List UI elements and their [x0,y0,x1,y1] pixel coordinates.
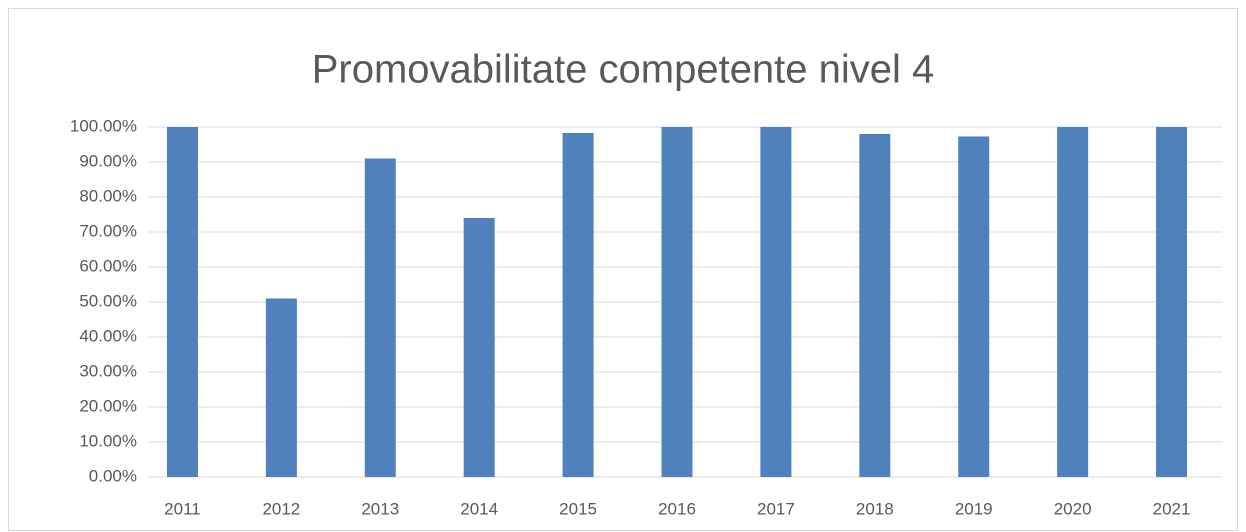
y-tick-label: 10.00% [79,431,137,450]
x-tick-label: 2012 [262,499,300,518]
x-tick-label: 2014 [460,499,498,518]
bar [958,136,990,477]
y-tick-label: 90.00% [79,151,137,170]
bar [265,298,297,477]
x-tick-label: 2015 [559,499,597,518]
bar [760,127,792,477]
bar [1156,127,1188,477]
bar [463,218,495,477]
bar [166,127,198,477]
y-tick-label: 20.00% [79,396,137,415]
y-tick-label: 30.00% [79,361,137,380]
x-tick-label: 2013 [361,499,399,518]
bar [1057,127,1089,477]
y-tick-label: 80.00% [79,186,137,205]
y-tick-label: 60.00% [79,256,137,275]
y-tick-label: 0.00% [89,466,137,485]
x-tick-label: 2020 [1054,499,1092,518]
bar [562,132,594,477]
y-tick-label: 50.00% [79,291,137,310]
chart-border [8,8,1238,531]
x-tick-label: 2021 [1153,499,1191,518]
bar [859,134,891,477]
bar [661,127,693,477]
bar [364,158,396,477]
y-tick-label: 100.00% [70,116,137,135]
x-tick-label: 2011 [164,499,201,518]
x-tick-label: 2018 [856,499,894,518]
x-tick-label: 2019 [955,499,993,518]
y-tick-label: 70.00% [79,221,137,240]
y-tick-label: 40.00% [79,326,137,345]
chart-title: Promovabilitate competente nivel 4 [312,48,935,92]
x-tick-label: 2017 [757,499,795,518]
x-tick-label: 2016 [658,499,696,518]
